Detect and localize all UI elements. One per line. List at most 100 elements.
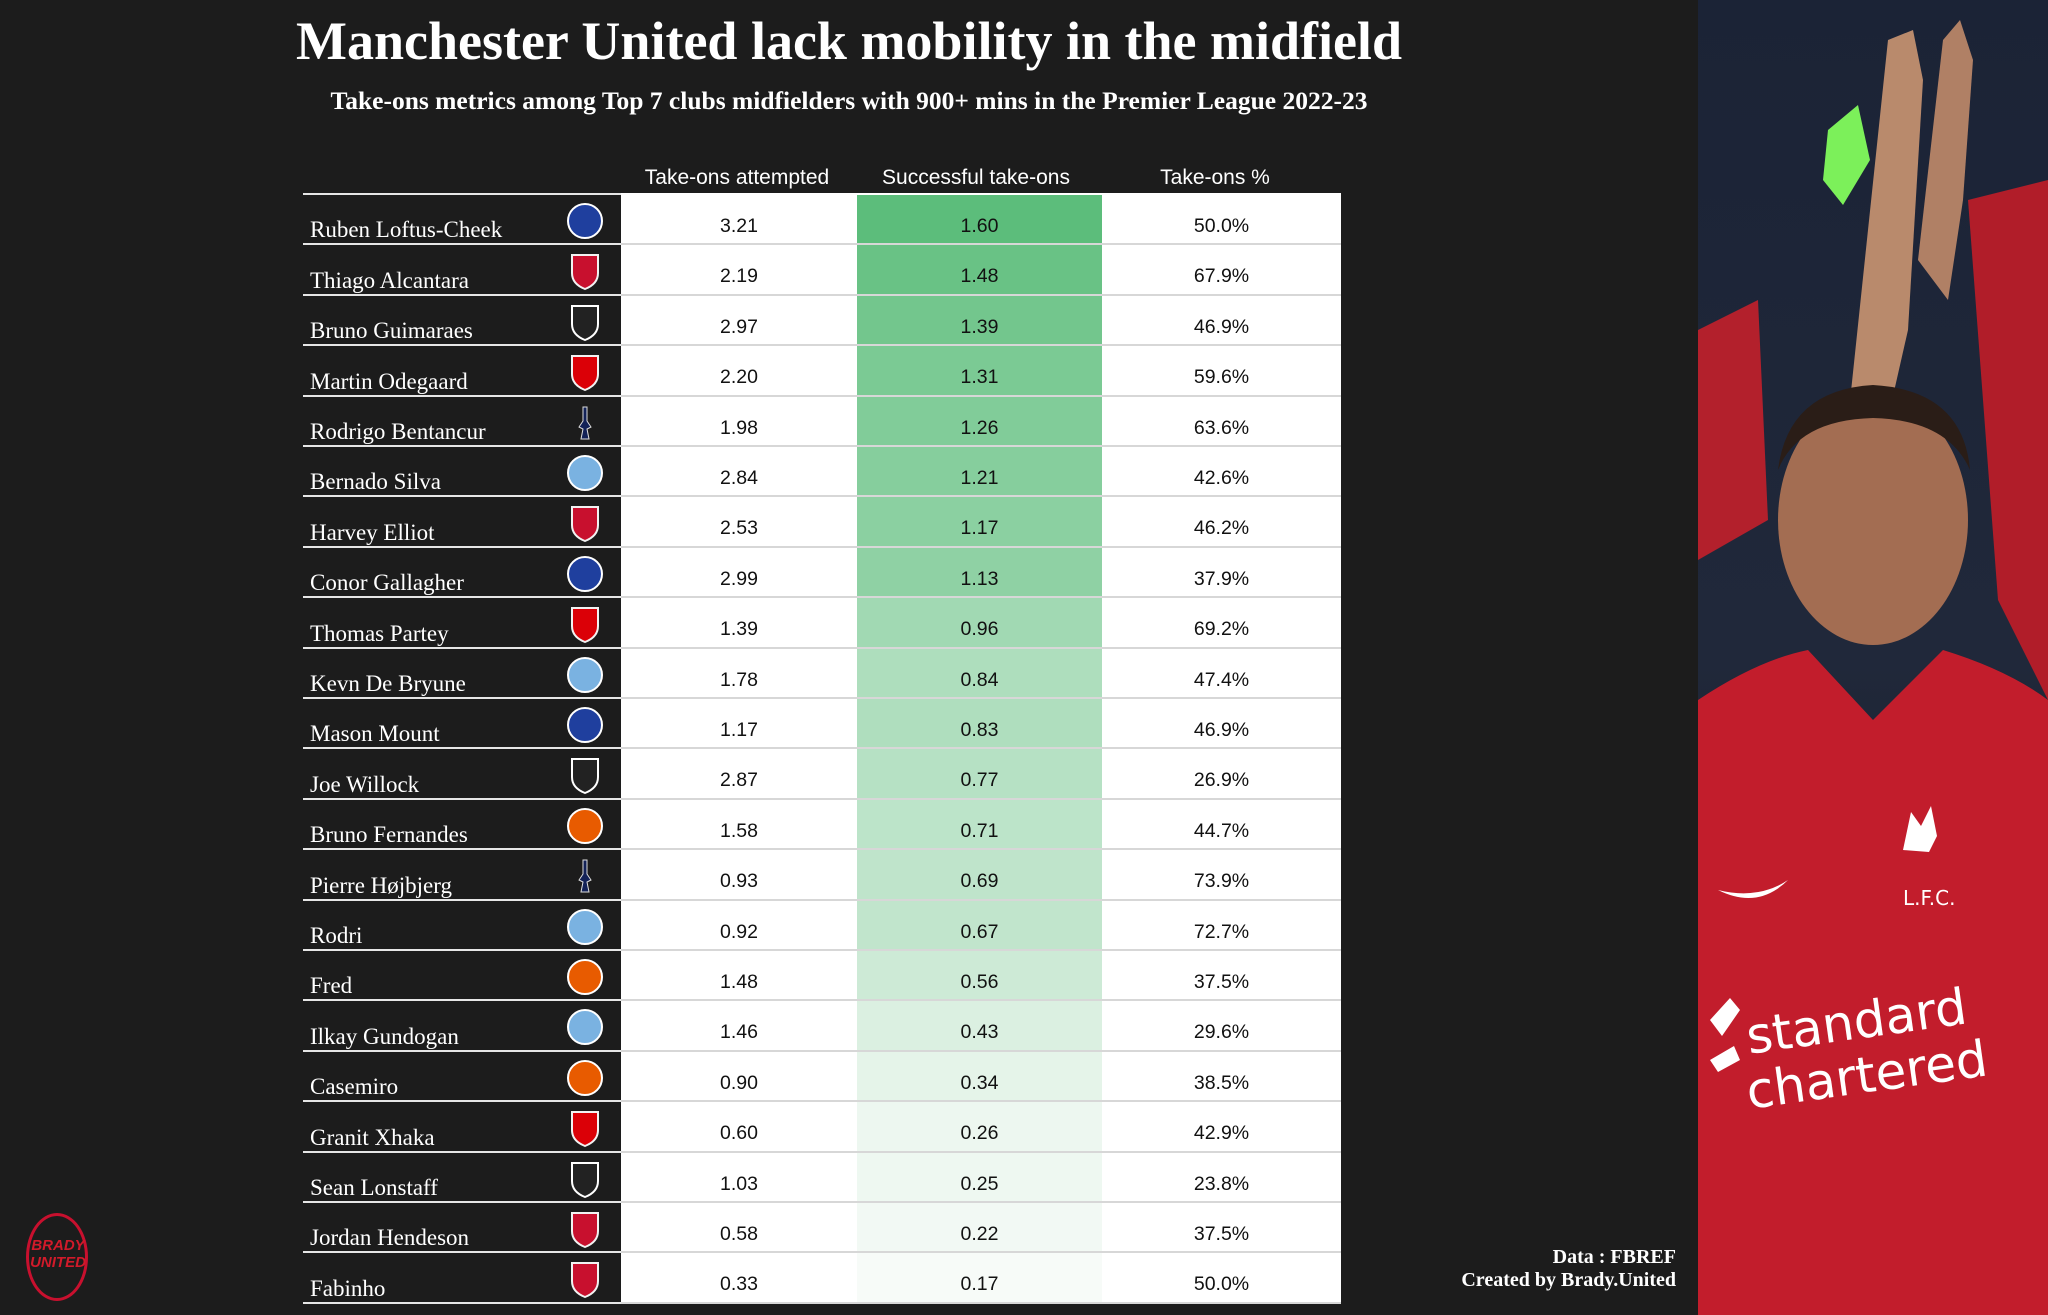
newcastle-crest-icon [565,1159,605,1199]
player-name: Rodrigo Bentancur [310,418,486,444]
liverpool-crest-icon [565,251,605,291]
player-cell: Martin Odegaard [303,346,621,397]
attempted-value: 2.84 [621,447,857,498]
player-cell: Ilkay Gundogan [303,1001,621,1052]
table-row: Joe Willock 2.87 0.77 26.9% [303,749,1341,800]
player-name: Rodri [310,922,363,948]
manutd-badge-shape [567,959,603,995]
player-name: Granit Xhaka [310,1124,435,1150]
successful-value: 0.43 [857,1001,1102,1052]
chelsea-crest-icon [565,705,605,745]
table-row: Mason Mount 1.17 0.83 46.9% [303,699,1341,750]
percent-value: 69.2% [1102,598,1341,649]
liverpool-badge-shape [571,506,599,543]
attempted-value: 2.53 [621,497,857,548]
manutd-crest-icon [565,1058,605,1098]
liverpool-badge-shape [571,1212,599,1249]
newcastle-crest-icon [565,755,605,795]
player-cell: Casemiro [303,1051,621,1103]
player-name: Ilkay Gundogan [310,1023,459,1049]
player-name: Jordan Hendeson [310,1225,470,1251]
attempted-value: 2.20 [621,346,857,397]
player-name: Bruno Fernandes [310,822,468,848]
table-row: Kevn De Bryune 1.78 0.84 47.4% [303,648,1341,699]
attempted-value: 2.19 [621,245,857,296]
chart-title: Manchester United lack mobility in the m… [296,11,1402,71]
data-source-credit: Data : FBREF [1552,1246,1676,1268]
percent-value: 72.7% [1102,900,1341,951]
attempted-value: 2.87 [621,749,857,800]
player-cell: Rodrigo Bentancur [303,396,621,447]
manutd-crest-icon [565,957,605,997]
successful-value: 0.84 [857,648,1102,699]
table-row: Ilkay Gundogan 1.46 0.43 29.6% [303,1001,1341,1052]
player-name: Joe Willock [310,771,420,797]
player-cell: Ruben Loftus-Cheek [303,195,621,246]
player-name: Casemiro [310,1074,399,1100]
newcastle-badge-shape [571,1161,599,1198]
liverpool-badge-shape [571,254,599,291]
table-row: Conor Gallagher 2.99 1.13 37.9% [303,547,1341,599]
newcastle-badge-shape [571,758,599,795]
successful-value: 0.96 [857,598,1102,649]
arsenal-badge-shape [571,1111,599,1148]
player-name: Harvey Elliot [310,519,435,545]
table-row: Thiago Alcantara 2.19 1.48 67.9% [303,245,1341,296]
successful-value: 0.34 [857,1051,1102,1103]
percent-value: 59.6% [1102,346,1341,397]
percent-value: 46.9% [1102,699,1341,750]
table-row: Rodri 0.92 0.67 72.7% [303,900,1341,951]
attempted-value: 1.78 [621,648,857,699]
percent-value: 50.0% [1102,1253,1341,1304]
percent-value: 37.5% [1102,951,1341,1002]
table-row: Casemiro 0.90 0.34 38.5% [303,1051,1341,1103]
attempted-value: 1.03 [621,1152,857,1203]
table-row: Jordan Hendeson 0.58 0.22 37.5% [303,1203,1341,1254]
raised-arm-left [1848,30,1923,440]
player-name: Ruben Loftus-Cheek [310,217,503,243]
player-name: Conor Gallagher [310,570,464,596]
attempted-value: 1.58 [621,799,857,851]
successful-value: 1.17 [857,497,1102,548]
player-cell: Jordan Hendeson [303,1203,621,1254]
table-row: Bruno Guimaraes 2.97 1.39 46.9% [303,295,1341,347]
column-header-successful: Successful take-ons [882,166,1070,189]
attempted-value: 1.46 [621,1001,857,1052]
mancity-crest-icon [565,1007,605,1047]
attempted-value: 3.21 [621,195,857,246]
player-name: Bruno Guimaraes [310,318,473,344]
player-cell: Thiago Alcantara [303,245,621,296]
percent-value: 63.6% [1102,396,1341,447]
player-name: Sean Lonstaff [310,1174,438,1200]
player-cell: Bernado Silva [303,447,621,498]
chelsea-crest-icon [565,201,605,241]
shirt-sleeve-left [1698,300,1768,560]
percent-value: 26.9% [1102,749,1341,800]
player-name: Mason Mount [310,721,440,747]
attempted-value: 0.92 [621,900,857,951]
player-name: Thiago Alcantara [310,267,470,293]
successful-value: 1.13 [857,547,1102,599]
manutd-crest-icon [565,806,605,846]
liverpool-crest-icon [565,1209,605,1249]
successful-value: 1.26 [857,396,1102,447]
percent-value: 44.7% [1102,799,1341,851]
attempted-value: 1.48 [621,951,857,1002]
table-row: Pierre Højbjerg 0.93 0.69 73.9% [303,850,1341,901]
arsenal-crest-icon [565,604,605,644]
successful-value: 0.83 [857,699,1102,750]
player-cell: Granit Xhaka [303,1102,621,1153]
brady-united-logo [26,1213,88,1301]
attempted-value: 1.98 [621,396,857,447]
percent-value: 47.4% [1102,648,1341,699]
percent-value: 37.9% [1102,547,1341,599]
logo-text-united: UNITED [30,1254,86,1271]
table-row: Granit Xhaka 0.60 0.26 42.9% [303,1102,1341,1153]
percent-value: 73.9% [1102,850,1341,901]
percent-value: 42.6% [1102,447,1341,498]
table-row: Fabinho 0.33 0.17 50.0% [303,1253,1341,1304]
player-cell: Thomas Partey [303,598,621,649]
player-cell: Bruno Fernandes [303,799,621,851]
attempted-value: 0.33 [621,1253,857,1304]
tottenham-badge-shape [578,406,592,440]
